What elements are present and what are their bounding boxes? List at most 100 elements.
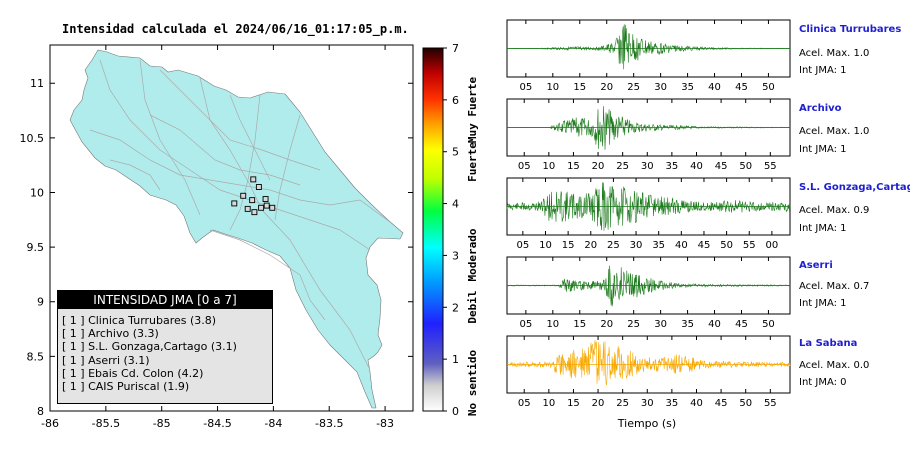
colorbar-label-debil: Debil <box>466 290 479 323</box>
waveform-tick-label: 35 <box>681 82 694 93</box>
waveform-panel: 05 10 15 20 25 30 35 40 45 50 55 <box>506 335 791 409</box>
waveform-panels: 05 10 15 20 25 30 35 40 45 50 05 10 15 20 25 30 35 40 45 50… <box>506 19 791 409</box>
map-y-tick-label: 8 <box>37 405 44 418</box>
waveform-tick-label: 10 <box>542 398 555 409</box>
colorbar-label-fuerte: Fuerte <box>466 142 479 182</box>
station-marker <box>250 176 257 183</box>
station-name: S.L. Gonzaga,Cartago <box>799 182 910 193</box>
waveform-tick-label: 15 <box>573 319 586 330</box>
map-y-tick-label: 8.5 <box>27 350 45 363</box>
station-jma-intensity: Int JMA: 1 <box>799 65 847 76</box>
colorbar-tick-label: 1 <box>452 353 459 366</box>
legend-title: INTENSIDAD JMA [0 a 7] <box>58 291 272 309</box>
station-marker <box>269 204 276 211</box>
waveform-tick-label: 40 <box>708 319 721 330</box>
colorbar-tick-label: 5 <box>452 146 459 159</box>
waveform-panel: 05 10 15 20 25 30 35 40 45 50 55 <box>506 98 791 172</box>
station-max-acceleration: Acel. Max. 1.0 <box>799 126 870 137</box>
map-x-tick-label: -84 <box>264 417 282 430</box>
map-x-tick-label: -83 <box>376 417 394 430</box>
waveform-tick-label: 25 <box>627 82 640 93</box>
station-marker <box>231 200 238 207</box>
legend-item: [ 1 ] CAIS Puriscal (1.9) <box>62 380 190 394</box>
map-x-tick-label: -85.5 <box>92 417 120 430</box>
colorbar-label-muy-fuerte: Muy Fuerte <box>466 77 479 144</box>
colorbar-tick-label: 6 <box>452 94 459 107</box>
waveform-tick-label: 35 <box>681 319 694 330</box>
colorbar-ticks: 7 6 5 4 3 2 1 0 <box>443 42 459 418</box>
waveform-tick-label: 05 <box>518 398 531 409</box>
waveform-tick-label: 15 <box>567 398 580 409</box>
time-axis-label: Tiempo (s) <box>617 417 676 430</box>
map-frame <box>49 44 414 412</box>
waveform-tick-label: 30 <box>654 82 667 93</box>
station-max-acceleration: Acel. Max. 0.9 <box>799 205 870 216</box>
station-jma-intensity: Int JMA: 1 <box>799 144 847 155</box>
waveform-tick-label: 25 <box>616 161 629 172</box>
waveform-tick-label: 55 <box>764 398 777 409</box>
waveform-tick-label: 10 <box>546 82 559 93</box>
legend-item: [ 1 ] Archivo (3.3) <box>62 327 159 341</box>
station-marker <box>251 209 258 216</box>
waveform-tick-label: 40 <box>690 398 703 409</box>
station-max-acceleration: Acel. Max. 0.7 <box>799 281 870 292</box>
legend-item: [ 1 ] Clinica Turrubares (3.8) <box>62 314 217 327</box>
station-marker <box>255 184 262 190</box>
colorbar-label-no-sentido: No sentido <box>466 350 479 417</box>
colorbar-tick-label: 4 <box>452 198 459 211</box>
colorbar-tick-label: 7 <box>452 42 459 55</box>
station-jma-intensity: Int JMA: 1 <box>799 298 847 309</box>
waveform-tick-label: 05 <box>519 319 532 330</box>
waveform-tick-label: 20 <box>600 82 613 93</box>
colorbar-tick-label: 2 <box>452 301 459 314</box>
waveform-tick-label: 05 <box>516 240 529 251</box>
waveform-panel: 05 10 15 20 25 30 35 40 45 50 <box>506 19 791 93</box>
station-marker <box>263 202 270 209</box>
waveform-tick-label: 10 <box>539 240 552 251</box>
map-x-tick-label: -86 <box>41 417 59 430</box>
waveform-tick-label: 55 <box>743 240 756 251</box>
waveform-tick-label: 50 <box>739 161 752 172</box>
waveform-tick-label: 45 <box>698 240 711 251</box>
colorbar-tick-label: 0 <box>452 405 459 418</box>
waveform-tick-label: 55 <box>764 161 777 172</box>
station-max-acceleration: Acel. Max. 0.0 <box>799 360 870 371</box>
waveform-tick-label: 25 <box>607 240 620 251</box>
legend-item: [ 1 ] Ebais Cd. Colon (4.2) <box>62 366 204 380</box>
waveform-panel: 05 10 15 20 25 30 35 40 45 50 55 00 <box>506 177 791 251</box>
waveform-panel: 05 10 15 20 25 30 35 40 45 50 <box>506 256 791 330</box>
waveform-tick-label: 35 <box>666 398 679 409</box>
map-y-tick-label: 10 <box>30 186 44 199</box>
waveform-tick-label: 45 <box>735 319 748 330</box>
waveform-tick-label: 40 <box>675 240 688 251</box>
waveform-tick-label: 00 <box>766 240 779 251</box>
station-max-acceleration: Acel. Max. 1.0 <box>799 48 870 59</box>
waveform-tick-label: 05 <box>519 82 532 93</box>
waveform-tick-label: 35 <box>666 161 679 172</box>
station-name: Clinica Turrubares <box>799 24 902 35</box>
waveform-signal <box>506 182 791 231</box>
station-marker <box>262 196 269 202</box>
waveform-tick-label: 40 <box>690 161 703 172</box>
costa-rica-land <box>69 49 404 409</box>
colorbar-tick-label: 3 <box>452 249 459 262</box>
waveform-tick-label: 20 <box>592 398 605 409</box>
map-x-tick-label: -84.5 <box>203 417 231 430</box>
map-x-tick-label: -83.5 <box>315 417 343 430</box>
waveform-signal <box>506 106 791 150</box>
map-y-tick-label: 11 <box>30 77 44 90</box>
station-name: Archivo <box>799 103 842 114</box>
station-marker <box>249 197 256 204</box>
station-name: Aserri <box>799 260 833 271</box>
waveform-tick-label: 45 <box>715 398 728 409</box>
waveform-tick-label: 45 <box>735 82 748 93</box>
station-marker <box>258 204 265 211</box>
legend-item: [ 1 ] S.L. Gonzaga,Cartago (3.1) <box>62 340 237 354</box>
waveform-signal <box>506 24 791 70</box>
waveform-tick-label: 50 <box>720 240 733 251</box>
map-x-tick-label: -85 <box>153 417 171 430</box>
waveform-tick-label: 50 <box>762 319 775 330</box>
waveform-tick-label: 35 <box>652 240 665 251</box>
